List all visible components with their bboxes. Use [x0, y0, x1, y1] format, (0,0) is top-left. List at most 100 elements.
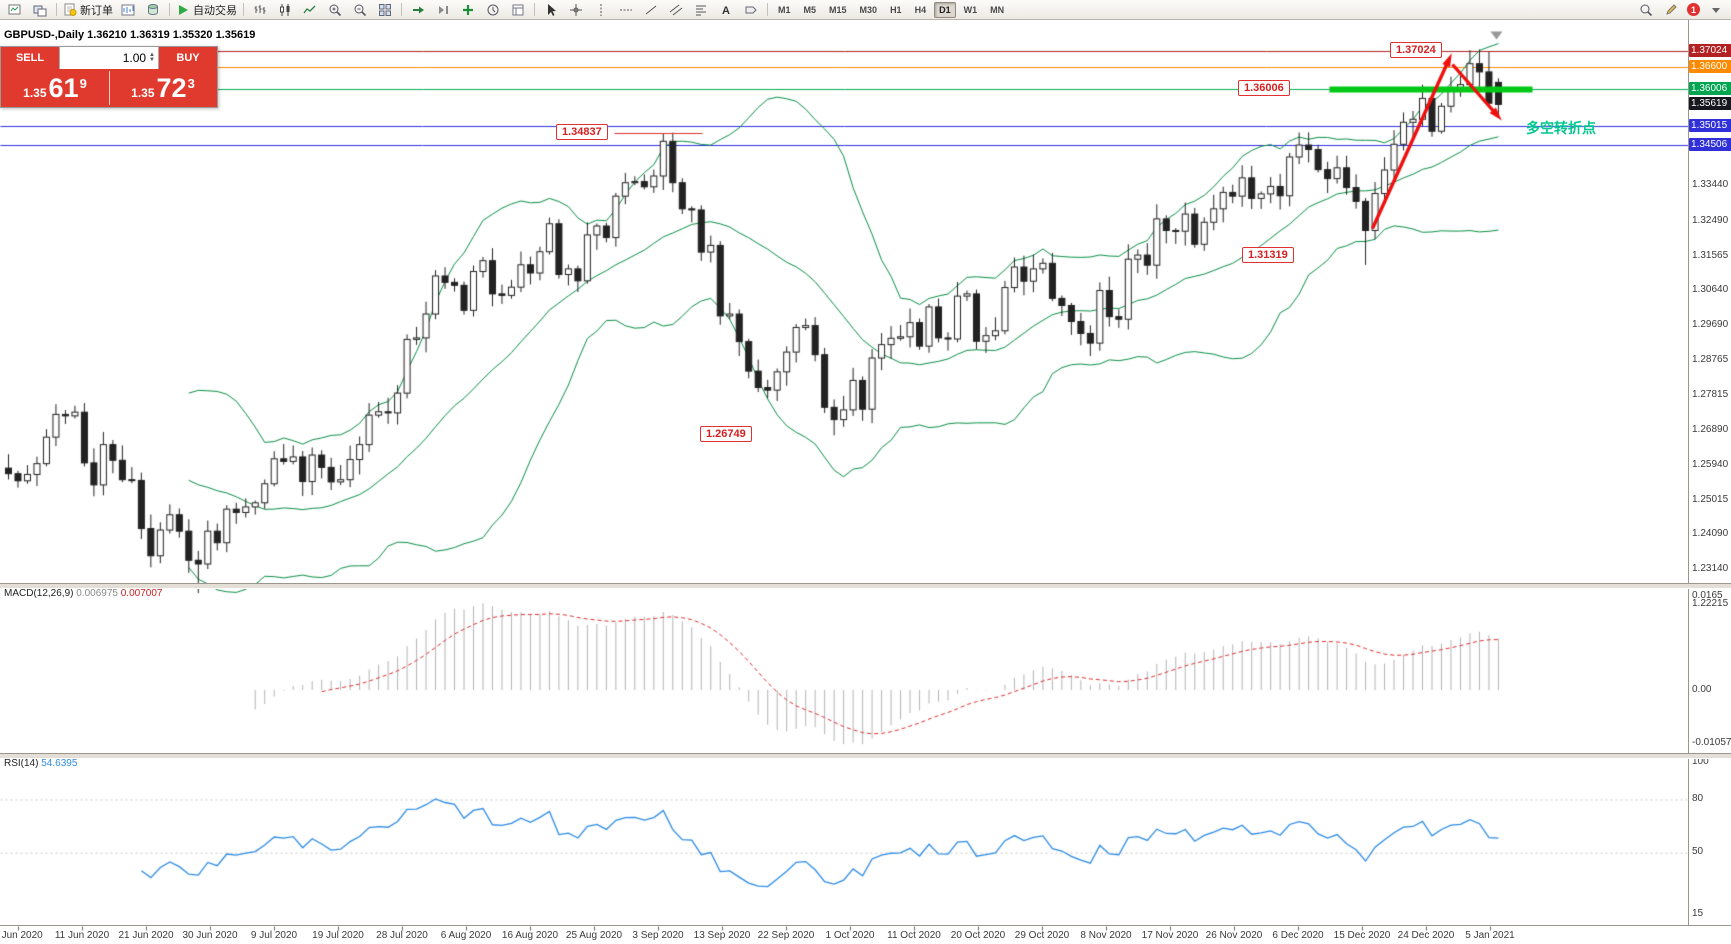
toolbar-separator	[56, 3, 57, 16]
buy-price-pips: 72	[156, 72, 187, 103]
cursor-button[interactable]	[539, 1, 563, 19]
auto-scroll-button[interactable]	[406, 1, 430, 19]
price-callout-1.26749[interactable]: 1.26749	[700, 426, 752, 442]
price-badge: 1.36600	[1689, 60, 1731, 73]
indicators-button[interactable]	[456, 1, 480, 19]
toolbar-left-group: 新订单 自动交易 A M1 M5 M15 M30 H1 H4 D1 W1 MN	[3, 1, 1010, 19]
price-callout-1.31319[interactable]: 1.31319	[1242, 247, 1294, 263]
toolbar-right-group: 1	[1634, 1, 1728, 19]
tile-windows-button[interactable]	[373, 1, 397, 19]
chart-window-button[interactable]	[116, 1, 140, 19]
toolbar-separator	[243, 3, 244, 16]
timeframe-h4-button[interactable]: H4	[914, 4, 927, 15]
trendline-button[interactable]	[639, 1, 663, 19]
buy-price-point: 3	[187, 75, 195, 91]
timeframe-m30-button[interactable]: M30	[859, 4, 878, 15]
line-chart-icon	[303, 3, 317, 17]
time-axis-label: 6 Dec 2020	[1272, 930, 1324, 941]
time-axis-label: 11 Oct 2020	[887, 930, 941, 941]
turning-point-annotation[interactable]: 多空转折点	[1526, 120, 1596, 136]
time-axis-label: 15 Dec 2020	[1333, 930, 1391, 941]
crosshair-icon	[569, 3, 583, 17]
one-click-trading-panel[interactable]: SELL 1.00 ▲ ▼ BUY 1.35 61 9 1.35 72 3	[0, 46, 218, 108]
new-chart-button[interactable]	[3, 1, 27, 19]
quick-edit-icon	[1664, 3, 1678, 17]
time-axis-label: 30 Jun 2020	[182, 930, 238, 941]
time-axis-label: 21 Jun 2020	[118, 930, 174, 941]
zoom-out-button[interactable]	[348, 1, 372, 19]
overflow-chevron-button[interactable]	[1704, 1, 1728, 19]
time-axis-label: 9 Jul 2020	[250, 930, 298, 941]
timeframe-h1-button[interactable]: H1	[890, 4, 902, 15]
buy-button[interactable]: BUY	[159, 47, 217, 69]
buy-price[interactable]: 1.35 72 3	[109, 69, 217, 107]
sell-button[interactable]: SELL	[1, 47, 59, 69]
zoom-in-button[interactable]	[323, 1, 347, 19]
autotrade-button[interactable]: 自动交易	[174, 1, 239, 19]
time-axis-label: 26 Nov 2020	[1205, 930, 1263, 941]
bar-chart-button[interactable]	[248, 1, 272, 19]
price-callout-1.36006[interactable]: 1.36006	[1238, 80, 1290, 96]
rsi-panel-separator[interactable]	[0, 753, 1731, 759]
price-axis-label: 1.32490	[1692, 215, 1729, 226]
history-center-icon	[146, 3, 160, 17]
fibonacci-button[interactable]	[689, 1, 713, 19]
templates-icon	[511, 3, 525, 17]
history-center-button[interactable]	[141, 1, 165, 19]
timeframe-w1-button[interactable]: W1	[963, 4, 978, 15]
cursor-icon	[544, 3, 558, 17]
timeframe-m5-button[interactable]: M5	[803, 4, 817, 15]
rsi-axis-label: 50	[1692, 846, 1704, 857]
time-axis-label: 13 Sep 2020	[693, 930, 751, 941]
auto-scroll-icon	[411, 3, 425, 17]
price-axis-label: 1.31565	[1692, 250, 1729, 261]
sell-price-point: 9	[79, 75, 87, 91]
volume-value[interactable]: 1.00	[122, 51, 147, 65]
price-badge: 1.35015	[1689, 119, 1731, 132]
price-callout-1.37024[interactable]: 1.37024	[1390, 42, 1442, 58]
crosshair-button[interactable]	[564, 1, 588, 19]
timeframe-m1-button[interactable]: M1	[778, 4, 791, 15]
text-button[interactable]: A	[714, 1, 738, 19]
time-axis-label: 16 Aug 2020	[501, 930, 559, 941]
volume-stepper[interactable]: ▲ ▼	[149, 52, 155, 63]
price-callout-1.34837[interactable]: 1.34837	[556, 124, 608, 140]
hline-button[interactable]	[614, 1, 638, 19]
profiles-button[interactable]	[28, 1, 52, 19]
cycles-button[interactable]	[481, 1, 505, 19]
chart-window-icon	[121, 3, 135, 17]
line-chart-button[interactable]	[298, 1, 322, 19]
channel-button[interactable]	[664, 1, 688, 19]
time-axis-label: 25 Aug 2020	[565, 930, 623, 941]
new-order-button[interactable]: 新订单	[61, 1, 115, 19]
timeframe-d1-button[interactable]: D1	[934, 1, 956, 18]
candle-chart-button[interactable]	[273, 1, 297, 19]
time-axis-label: 19 Jul 2020	[312, 930, 364, 941]
timeframe-m15-button[interactable]: M15	[829, 4, 847, 15]
price-axis-label: 1.22215	[1692, 598, 1729, 609]
notification-badge[interactable]: 1	[1687, 3, 1700, 16]
buy-price-figure: 1.35	[131, 85, 155, 100]
time-axis-label: 28 Jul 2020	[376, 930, 428, 941]
macd-panel-separator[interactable]	[0, 583, 1731, 589]
rsi-axis-label: 100	[1692, 756, 1709, 767]
chart-shift-button[interactable]	[431, 1, 455, 19]
candle-chart-icon	[278, 3, 292, 17]
quick-edit-button[interactable]	[1659, 1, 1683, 19]
price-axis[interactable]	[1689, 20, 1731, 925]
sell-price-figure: 1.35	[23, 85, 47, 100]
price-badge: 1.37024	[1689, 44, 1731, 57]
sell-price[interactable]: 1.35 61 9	[1, 69, 109, 107]
timeframe-mn-button[interactable]: MN	[990, 4, 1005, 15]
arrows-button[interactable]	[739, 1, 763, 19]
time-axis-border	[0, 925, 1731, 926]
chart-shift-icon	[436, 3, 450, 17]
search-button[interactable]	[1634, 1, 1658, 19]
macd-caption: MACD(12,26,9) 0.006975 0.007007	[4, 588, 162, 599]
overflow-chevron-icon	[1709, 3, 1723, 17]
price-axis-border	[1688, 20, 1689, 925]
vline-button[interactable]	[589, 1, 613, 19]
volume-field[interactable]: 1.00 ▲ ▼	[59, 47, 159, 69]
templates-button[interactable]	[506, 1, 530, 19]
